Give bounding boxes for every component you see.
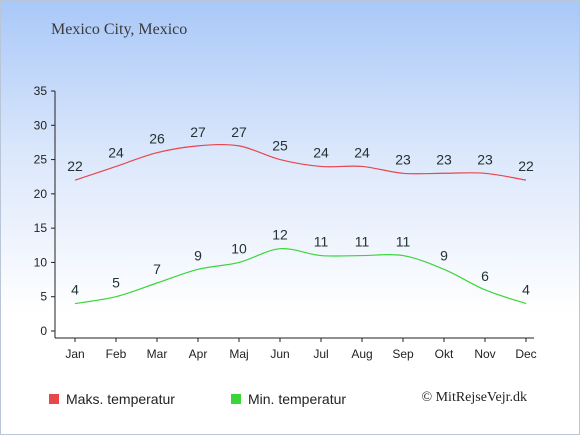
x-tick-label: Maj: [229, 347, 248, 361]
y-tick-label: 5: [40, 290, 47, 304]
x-tick-label: Dec: [515, 347, 536, 361]
y-tick-label: 20: [34, 187, 48, 201]
y-tick-label: 30: [34, 118, 48, 132]
x-tick-label: Okt: [435, 347, 454, 361]
data-label-min: 10: [231, 240, 247, 256]
y-tick-label: 15: [34, 221, 48, 235]
data-label-min: 4: [522, 282, 530, 298]
data-label-max: 23: [477, 151, 493, 167]
data-label-max: 27: [190, 124, 206, 140]
data-label-min: 11: [396, 234, 411, 250]
series-lines: [74, 143, 527, 305]
y-tick-label: 25: [34, 153, 48, 167]
data-label-max: 26: [149, 131, 165, 147]
y-tick-label: 10: [34, 255, 48, 269]
x-tick-label: Nov: [474, 347, 495, 361]
x-tick-label: Sep: [392, 347, 414, 361]
data-label-min: 11: [314, 234, 329, 250]
data-label-max: 22: [67, 158, 83, 174]
x-tick-label: Jan: [65, 347, 84, 361]
data-label-min: 5: [112, 275, 120, 291]
x-tick-label: Mar: [147, 347, 168, 361]
data-label-min: 12: [272, 227, 288, 243]
data-label-max: 24: [354, 144, 370, 160]
series-line-max: [74, 143, 527, 181]
x-tick-label: Jun: [270, 347, 289, 361]
x-tick-label: Feb: [106, 347, 127, 361]
x-tick-label: Jul: [313, 347, 328, 361]
data-label-min: 7: [153, 261, 161, 277]
data-label-min: 9: [440, 247, 448, 263]
data-label-max: 23: [395, 151, 411, 167]
data-label-max: 27: [231, 124, 247, 140]
legend-item-max: Maks. temperatur: [49, 391, 175, 407]
data-label-max: 24: [313, 144, 329, 160]
chart-title: Mexico City, Mexico: [51, 21, 188, 38]
legend-swatch-min: [231, 394, 241, 404]
legend-label-min: Min. temperatur: [248, 391, 347, 407]
axes: 0 5 10 15 20 25 30 35 Jan Feb Mar Apr Maj Jun Jul Aug Se…: [34, 84, 537, 361]
series-line-min: [74, 248, 527, 305]
legend-label-max: Maks. temperatur: [66, 391, 175, 407]
y-tick-label: 0: [40, 324, 47, 338]
data-label-min: 9: [194, 247, 202, 263]
x-tick-label: Aug: [351, 347, 372, 361]
data-label-min: 6: [481, 268, 489, 284]
data-label-max: 25: [272, 138, 288, 154]
y-tick-label: 35: [34, 84, 48, 98]
data-label-max: 24: [108, 144, 124, 160]
x-tick-label: Apr: [189, 347, 208, 361]
legend-item-min: Min. temperatur: [231, 391, 346, 407]
legend-swatch-max: [49, 394, 59, 404]
data-label-min: 4: [71, 282, 79, 298]
credit-text: © MitRejseVejr.dk: [421, 390, 527, 405]
data-label-max: 23: [436, 151, 452, 167]
data-label-min: 11: [355, 234, 370, 250]
data-labels: 22 24 26 27 27 25 24 24 23 23 23 22 4 5 7 9 10 12 11 11 11 9 6…: [67, 124, 534, 298]
data-label-max: 22: [518, 158, 534, 174]
